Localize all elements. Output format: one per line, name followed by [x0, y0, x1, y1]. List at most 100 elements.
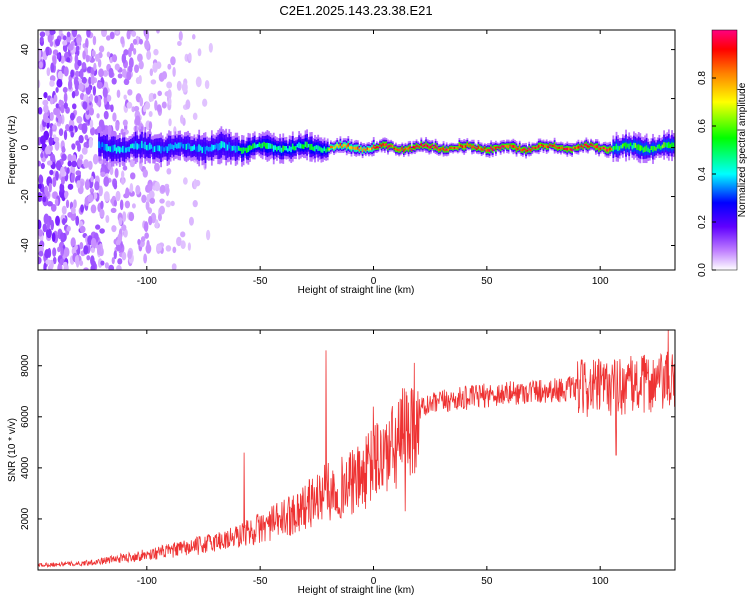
heatmap-cell: [75, 170, 82, 176]
heatmap-cell: [152, 93, 157, 100]
heatmap-cell: [188, 143, 191, 150]
heatmap-cell: [436, 146, 439, 150]
heatmap-cell: [50, 153, 56, 163]
heatmap-cell: [130, 144, 132, 149]
heatmap-cell: [431, 144, 434, 147]
heatmap-cell: [144, 141, 147, 150]
heatmap-cell: [429, 145, 432, 149]
heatmap-cell: [75, 45, 80, 52]
heatmap-cell: [412, 145, 415, 149]
snr-x-label: Height of straight line (km): [298, 585, 415, 596]
heatmap-cell: [396, 148, 399, 151]
heatmap-cell: [38, 107, 43, 115]
heatmap-cell: [108, 67, 114, 79]
heatmap-cell: [317, 145, 320, 151]
heatmap-cell: [188, 52, 192, 62]
heatmap-cell: [192, 200, 198, 208]
heatmap-cell: [371, 146, 374, 151]
heatmap-cell: [139, 38, 143, 45]
heatmap-cell: [210, 144, 213, 152]
heatmap-cell: [120, 170, 125, 179]
heatmap-cell: [50, 62, 55, 73]
heatmap-cell: [671, 142, 673, 149]
heatmap-cell: [498, 146, 500, 149]
heatmap-cell: [145, 144, 148, 151]
heatmap-cell: [49, 144, 53, 152]
heatmap-cell: [78, 134, 84, 144]
heatmap-cell: [515, 147, 518, 151]
heatmap-cell: [126, 146, 129, 152]
heatmap-cell: [174, 142, 177, 148]
heatmap-cell: [280, 147, 283, 153]
heatmap-cell: [599, 147, 602, 150]
heatmap-cell: [45, 117, 51, 124]
heatmap-cell: [137, 144, 140, 149]
heatmap-cell: [560, 146, 562, 150]
heatmap-cell: [105, 94, 112, 102]
heatmap-cell: [52, 256, 57, 265]
heatmap-cell: [149, 142, 151, 150]
heatmap-cell: [45, 47, 50, 57]
heatmap-cell: [594, 145, 597, 149]
heatmap-cell: [139, 142, 142, 150]
heatmap-cell: [285, 145, 288, 151]
heatmap-cell: [172, 66, 176, 78]
heatmap-cell: [92, 153, 99, 165]
heatmap-cell: [604, 147, 607, 151]
heatmap-cell: [163, 147, 166, 152]
heatmap-cell: [111, 54, 118, 63]
heatmap-cell: [167, 63, 172, 70]
heatmap-cell: [445, 147, 448, 151]
heatmap-cell: [52, 55, 57, 66]
heatmap-cell: [58, 99, 65, 106]
heatmap-cell: [161, 101, 167, 109]
heatmap-cell: [164, 146, 167, 151]
heatmap-cell: [46, 67, 51, 77]
heatmap-cell: [179, 142, 182, 149]
heatmap-cell: [120, 147, 123, 152]
x-tick-label: 50: [481, 276, 493, 287]
heatmap-cell: [279, 145, 281, 152]
heatmap-cell: [123, 146, 126, 154]
heatmap-cell: [187, 242, 191, 251]
heatmap-cell: [126, 71, 132, 81]
colorbar-tick-label: 0.0: [697, 263, 708, 277]
heatmap-cell: [165, 245, 172, 252]
heatmap-cell: [591, 144, 594, 147]
heatmap-cell: [117, 73, 123, 79]
x-tick-label: -50: [253, 276, 268, 287]
heatmap-cell: [87, 194, 94, 203]
heatmap-cell: [269, 143, 272, 149]
heatmap-cell: [49, 127, 53, 138]
heatmap-cell: [244, 147, 247, 152]
heatmap-cell: [81, 61, 87, 70]
heatmap-cell: [172, 246, 177, 254]
heatmap-cell: [81, 122, 88, 134]
heatmap-cell: [550, 144, 553, 147]
heatmap-cell: [152, 146, 155, 153]
heatmap-cell: [194, 179, 201, 187]
heatmap-cell: [46, 160, 53, 166]
heatmap-cell: [56, 78, 63, 88]
heatmap-cell: [133, 105, 140, 112]
heatmap-cell: [119, 199, 124, 211]
heatmap-cell: [606, 148, 608, 152]
heatmap-cell: [660, 145, 662, 150]
heatmap-cell: [208, 42, 213, 53]
heatmap-cell: [298, 142, 301, 149]
heatmap-cell: [510, 144, 513, 148]
heatmap-cell: [495, 146, 497, 150]
heatmap-cell: [129, 159, 136, 168]
heatmap-cell: [148, 121, 153, 130]
heatmap-cell: [193, 144, 196, 150]
heatmap-cell: [304, 141, 307, 148]
heatmap-cell: [76, 142, 81, 152]
heatmap-cell: [146, 50, 152, 60]
heatmap-cell: [60, 104, 65, 114]
heatmap-cell: [255, 144, 258, 148]
heatmap-cell: [479, 146, 481, 150]
heatmap-cell: [176, 236, 182, 247]
heatmap-cell: [469, 144, 472, 147]
heatmap-cell: [428, 145, 431, 149]
heatmap-cell: [656, 144, 659, 149]
